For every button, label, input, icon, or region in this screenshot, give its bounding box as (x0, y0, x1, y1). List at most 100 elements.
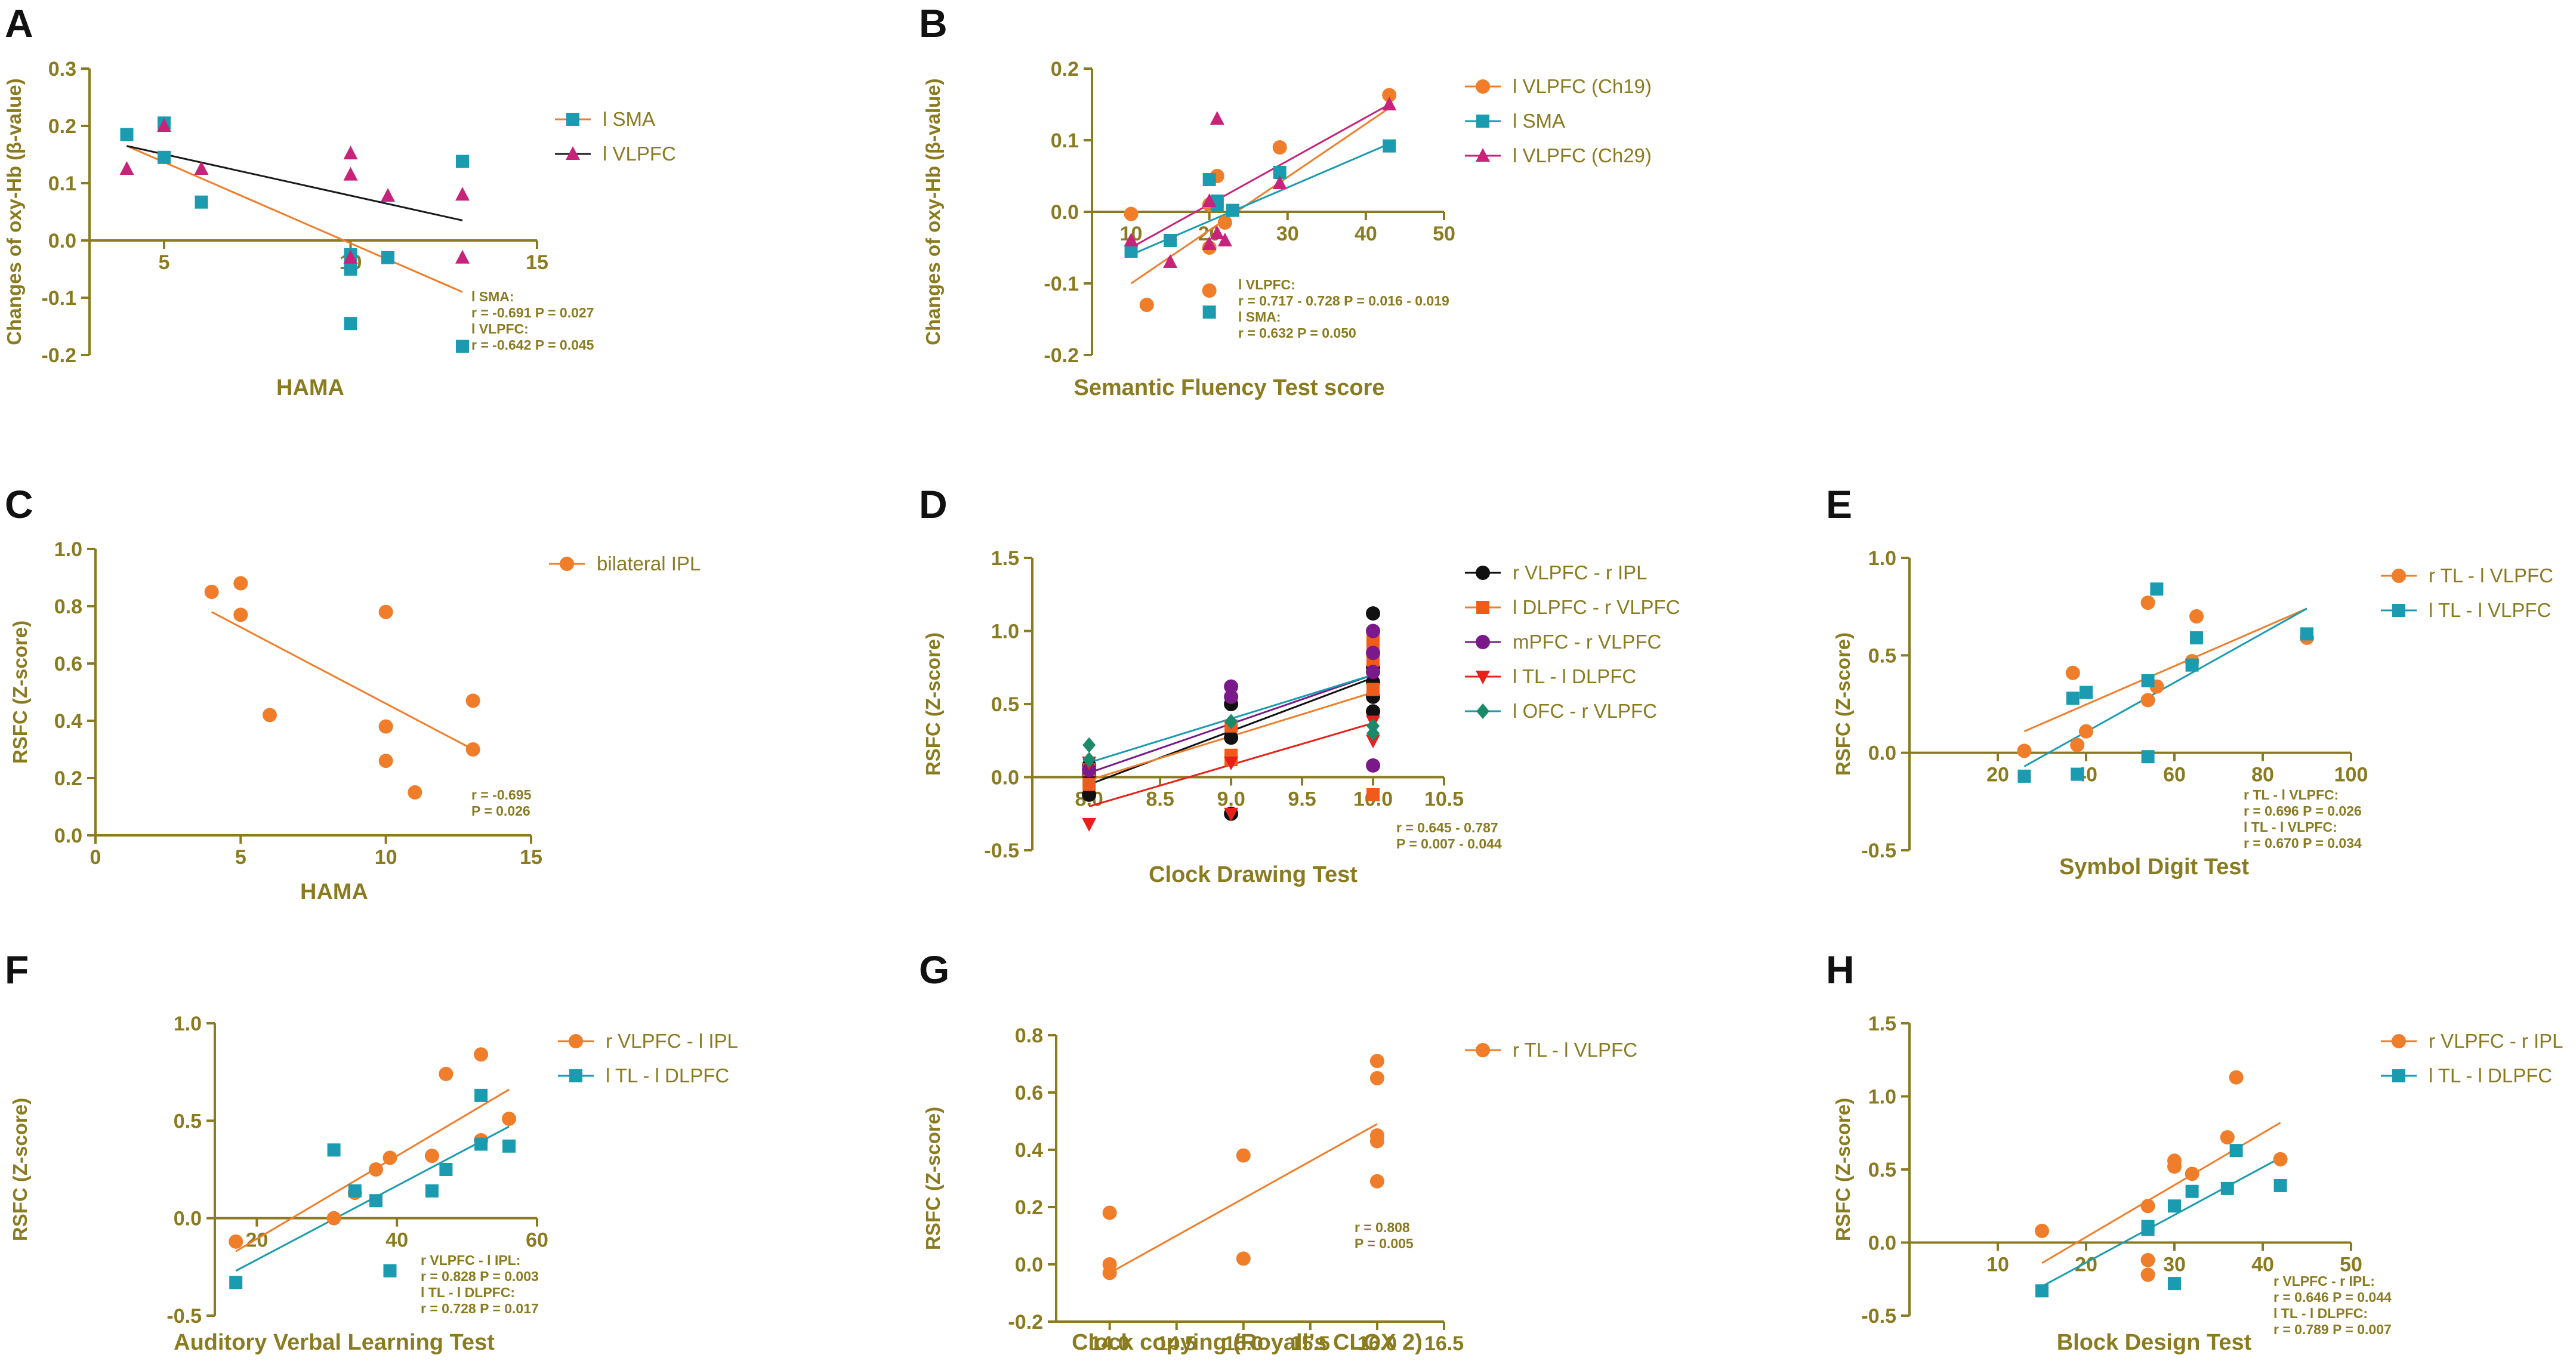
data-point-series-1 (1369, 1071, 1384, 1085)
stats-annotation: l VLPFC: (471, 321, 529, 337)
y-tick-label: 0.0 (1015, 1254, 1043, 1276)
data-point-series-1 (378, 604, 393, 619)
x-tick-label: 60 (2163, 764, 2186, 786)
y-tick-label: 0.0 (174, 1208, 202, 1230)
data-point-series-2 (1082, 777, 1096, 791)
data-point-series-3 (1224, 689, 1239, 704)
data-point-series-1 (2220, 1130, 2235, 1145)
data-point-series-1 (1369, 1134, 1384, 1149)
data-point-series-1 (1217, 215, 1232, 230)
data-point-series-3 (1366, 624, 1381, 638)
data-point-series-1 (263, 708, 277, 723)
data-point-series-4 (1082, 817, 1097, 832)
legend-label: r VLPFC - r IPL (2429, 1030, 2563, 1052)
data-point-series-1 (2017, 743, 2032, 758)
y-tick-label: 0.0 (991, 767, 1019, 789)
data-point-series-1 (344, 317, 357, 331)
stats-annotation: r = 0.645 - 0.787 (1396, 820, 1498, 835)
stats-annotation: l TL - l VLPFC: (2244, 819, 2337, 835)
data-point-series-3 (1202, 236, 1217, 250)
stats-annotation: r = 0.696 P = 0.026 (2244, 803, 2362, 819)
y-axis-label: Changes of oxy-Hb (β-value) (3, 78, 25, 345)
stats-annotation: P = 0.026 (471, 803, 530, 819)
x-tick-label: 40 (2251, 1254, 2274, 1276)
data-point-series-3 (1217, 233, 1232, 246)
y-tick-label: 1.0 (991, 621, 1019, 643)
x-tick-label: 10.5 (1424, 788, 1464, 811)
data-point-series-1 (2273, 1152, 2288, 1166)
data-point-series-2 (2168, 1199, 2181, 1213)
x-tick-label: 15.0 (1224, 1332, 1263, 1355)
y-tick-label: 0.6 (54, 653, 82, 675)
legend-marker (2392, 1069, 2405, 1082)
legend-label: r TL - l VLPFC (1513, 1039, 1637, 1061)
y-tick-label: 1.0 (1868, 547, 1896, 570)
y-axis-label: RSFC (Z-score) (922, 1107, 944, 1250)
data-point-series-1 (2185, 1166, 2199, 1181)
data-point-series-2 (474, 1137, 488, 1151)
data-point-series-2 (343, 249, 358, 264)
x-tick-label: 5 (235, 846, 246, 869)
panel-letter: C (5, 482, 33, 526)
data-point-series-1 (1102, 1266, 1117, 1280)
panel-c: C 0.0 0.2 0.4 0.6 0.8 1.0 0 5 10 15 HAMA RSFC (Z-sco… (5, 482, 701, 905)
data-point-series-1 (2229, 1070, 2244, 1085)
y-tick-label: 0.4 (1015, 1139, 1043, 1162)
data-point-series-2 (2273, 1178, 2287, 1192)
data-point-series-1 (233, 576, 248, 591)
y-tick-label: 0.5 (991, 693, 1019, 716)
stats-annotation: l TL - l DLPFC: (421, 1285, 515, 1300)
data-point-series-5 (1082, 737, 1096, 753)
x-tick-label: 30 (2163, 1254, 2186, 1276)
x-tick-label: 5 (159, 251, 170, 274)
stats-annotation: r = 0.717 - 0.728 P = 0.016 - 0.019 (1238, 293, 1449, 308)
x-axis-label: HAMA (276, 375, 344, 400)
data-point-series-3 (1210, 111, 1224, 125)
legend-marker (1476, 566, 1490, 580)
stats-annotation: r = 0.646 P = 0.044 (2273, 1289, 2392, 1305)
data-point-series-1 (1124, 206, 1139, 221)
legend-label: l TL - l DLPFC (606, 1064, 729, 1087)
data-point-series-1 (2140, 1199, 2155, 1214)
legend-label: l VLPFC (Ch29) (1513, 144, 1652, 166)
panel-letter: D (919, 482, 948, 526)
y-tick-label: 0.2 (1051, 58, 1079, 81)
stats-annotation: r = -0.642 P = 0.045 (471, 337, 594, 353)
data-point-series-2 (1124, 245, 1138, 258)
data-point-series-1 (465, 742, 480, 757)
fit-line-1 (2023, 607, 2307, 733)
y-tick-label: 1.5 (1868, 1013, 1896, 1035)
y-axis-label: RSFC (Z-score) (922, 632, 944, 776)
y-tick-label: 0.0 (1868, 742, 1896, 765)
data-point-series-1 (2035, 1223, 2049, 1238)
data-point-series-2 (1366, 788, 1380, 801)
stats-annotation: l SMA: (1238, 309, 1281, 325)
x-tick-label: 15 (520, 846, 542, 869)
panel-f: F -0.5 0.0 0.5 1.0 20 40 60 Auditory Verbal Lear… (5, 948, 738, 1355)
data-point-series-1 (1139, 298, 1154, 312)
data-point-series-2 (383, 1264, 397, 1277)
y-tick-label: 0.2 (1015, 1196, 1043, 1219)
data-point-series-2 (455, 187, 470, 201)
legend-marker (560, 557, 574, 571)
data-point-series-2 (343, 166, 358, 181)
y-tick-label: 0.0 (54, 825, 82, 847)
data-point-series-3 (1366, 758, 1381, 773)
legend-marker (569, 1034, 583, 1048)
y-tick-label: 0.0 (1868, 1232, 1896, 1255)
x-tick-label: 20 (1986, 764, 2009, 786)
data-point-series-2 (2300, 627, 2313, 641)
stats-annotation: r TL - l VLPFC: (2244, 787, 2339, 803)
stats-annotation: r = 0.828 P = 0.003 (421, 1269, 539, 1284)
legend-label: bilateral IPL (597, 553, 701, 575)
data-point-series-2 (2080, 686, 2093, 699)
fit-line-2 (127, 145, 463, 221)
x-tick-label: 80 (2251, 764, 2274, 786)
data-point-series-1 (195, 195, 208, 209)
data-point-series-3 (1210, 226, 1224, 239)
legend-label: l TL - l DLPFC (2429, 1064, 2552, 1087)
data-point-series-2 (1226, 203, 1239, 217)
y-tick-label: -0.2 (1008, 1311, 1043, 1334)
